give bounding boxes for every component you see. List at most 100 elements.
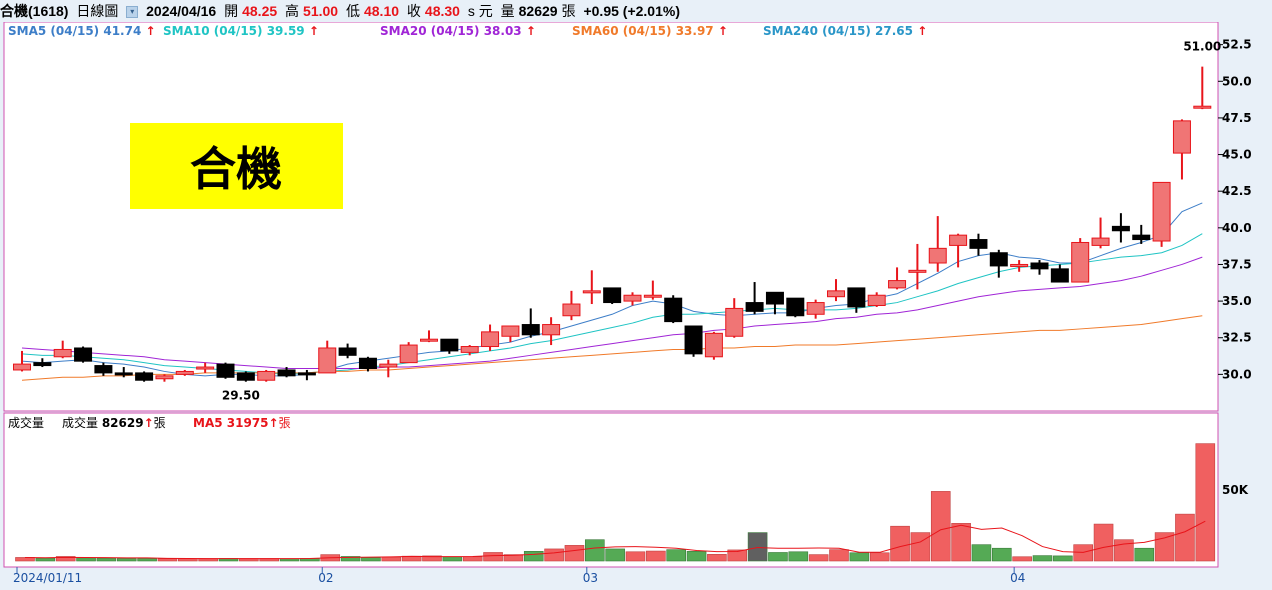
quote-header: 合機(1618) 日線圖 ▾ 2024/04/16 開 48.25 高 51.00 …: [0, 0, 1272, 22]
candle-body: [827, 290, 845, 298]
candle: [928, 216, 947, 272]
candle-body: [114, 372, 133, 376]
watermark-text: 合機: [190, 142, 282, 196]
price-axis: 52.5 50.0 47.5 45.0 42.5 40.0 37.5 35.0 32.5 30.0: [1218, 38, 1252, 381]
close-label: 收: [406, 3, 421, 19]
candle-body: [989, 252, 1008, 267]
price-tick-label: 35.0: [1222, 294, 1252, 308]
candle-body: [582, 290, 601, 294]
candle-body: [1010, 263, 1029, 267]
candle-body: [358, 357, 377, 370]
volume-bar: [157, 558, 178, 562]
volume-bar: [483, 552, 503, 562]
candle-body: [1050, 268, 1069, 283]
volume-ma-legend: MA5 31975↑張: [193, 416, 291, 430]
candle-body: [460, 346, 479, 353]
candle-body: [1091, 237, 1110, 246]
volume-ma-line: [24, 520, 1206, 560]
candle: [989, 249, 1008, 278]
period-dropdown-icon[interactable]: ▾: [126, 6, 139, 19]
candle-body: [603, 287, 622, 304]
volume-bar: [707, 554, 727, 562]
candle-body: [704, 332, 723, 358]
candle: [582, 270, 601, 305]
candle-body: [562, 303, 581, 317]
candle: [643, 280, 662, 300]
candle: [481, 324, 500, 351]
volume-bar: [951, 523, 971, 562]
candle-body: [257, 370, 276, 381]
volume-bar: [137, 558, 157, 562]
candle: [114, 367, 133, 378]
price-annotation: 29.50: [222, 389, 260, 403]
candles: [13, 66, 1212, 382]
volume-ma5-line: [24, 520, 1206, 560]
candle: [949, 233, 968, 268]
candle-body: [13, 363, 31, 371]
volume-label: 量: [500, 3, 515, 19]
volume-bar: [1195, 443, 1216, 562]
candle: [542, 317, 561, 346]
candle: [318, 340, 337, 374]
candle: [236, 371, 255, 382]
volume-bar: [1134, 547, 1155, 562]
candle: [765, 291, 784, 315]
price-tick-label: 30.0: [1222, 367, 1252, 381]
price-tick-label: 37.5: [1222, 257, 1252, 271]
volume-bar: [869, 552, 890, 562]
high-value: 51.00: [303, 3, 339, 19]
candle-body: [338, 347, 357, 356]
sma-legend-item: SMA5 (04/15) 41.74 ↑: [8, 24, 156, 38]
candle-body: [379, 363, 398, 368]
candle-body: [74, 347, 93, 362]
volume-value: 82629: [518, 3, 558, 19]
volume-bar: [788, 551, 809, 562]
candle: [1111, 213, 1130, 243]
candle: [664, 295, 683, 324]
candle-body: [806, 302, 825, 315]
volume-bar: [808, 554, 829, 562]
candle-body: [542, 324, 561, 336]
price-tick-label: 52.5: [1222, 38, 1252, 52]
volume-bar: [1114, 539, 1134, 562]
candle-body: [399, 344, 418, 364]
candle: [603, 287, 622, 305]
high-label: 高: [285, 3, 300, 19]
volume-bar: [991, 547, 1012, 562]
candle-body: [297, 372, 316, 376]
volume-bar: [523, 551, 544, 562]
volume-bar: [747, 532, 768, 562]
candle-body: [277, 369, 296, 377]
volume-bar: [503, 554, 524, 562]
volume-bar: [605, 548, 625, 562]
candle: [562, 290, 581, 321]
candlestick-chart: 合機 SMA5 (04/15) 41.74 ↑ SMA10 (04/15) 39.…: [3, 22, 1252, 585]
date-tick-label: 2024/01/11: [13, 571, 82, 585]
volume-bar: [971, 544, 992, 562]
candle-body: [664, 297, 683, 323]
volume-bar: [1175, 513, 1195, 562]
candle: [338, 343, 357, 359]
candle-body: [135, 372, 154, 381]
volume-bar: [910, 532, 931, 562]
candle-body: [888, 280, 907, 289]
candle-body: [1193, 105, 1212, 109]
candle-body: [867, 294, 886, 306]
price-tick-label: 50.0: [1222, 74, 1252, 88]
candle: [1010, 260, 1029, 272]
price-annotation: 51.00: [1183, 40, 1221, 54]
volume-bar: [646, 550, 666, 562]
candle: [175, 369, 194, 376]
volume-bar: [55, 556, 76, 562]
volume-unit: 張: [561, 3, 576, 19]
volume-title: 成交量: [8, 415, 44, 430]
volume-bar: [462, 556, 483, 562]
watermark-box: [130, 123, 343, 209]
candle: [277, 367, 296, 378]
volume-bar: [178, 558, 198, 562]
price-panel: [3, 22, 1219, 412]
candle: [827, 279, 845, 302]
volume-bar: [564, 545, 585, 562]
candle-body: [1152, 181, 1171, 242]
volume-axis: 50K: [1222, 483, 1249, 497]
